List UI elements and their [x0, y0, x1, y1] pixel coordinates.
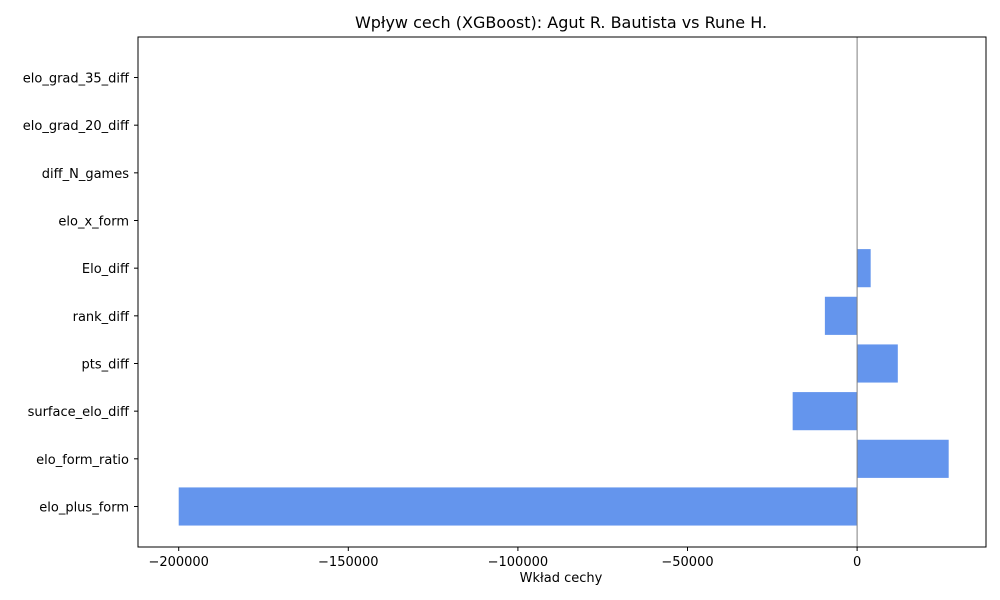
x-tick-label: −50000 [661, 555, 713, 570]
x-axis-ticks: −200000 −150000 −100000 −50000 0 [148, 547, 861, 570]
x-tick-label: −100000 [488, 555, 549, 570]
chart-title: Wpływ cech (XGBoost): Agut R. Bautista v… [355, 13, 767, 32]
y-tick-label: rank_diff [73, 310, 130, 325]
bar-surface-elo-diff [792, 392, 858, 431]
bar-elo-diff [857, 249, 871, 288]
bar-elo-form-ratio [857, 439, 949, 478]
y-tick-label: elo_grad_20_diff [23, 119, 130, 134]
bars-layer [178, 249, 949, 526]
y-tick-label: diff_N_games [42, 167, 129, 182]
y-tick-label: elo_plus_form [39, 500, 129, 515]
y-tick-label: elo_x_form [58, 215, 129, 230]
y-tick-label: elo_form_ratio [36, 453, 129, 468]
x-tick-label: −150000 [318, 555, 379, 570]
y-tick-label: pts_diff [82, 357, 130, 372]
x-tick-label: −200000 [148, 555, 209, 570]
plot-frame [137, 36, 987, 548]
y-tick-label: elo_grad_35_diff [23, 72, 130, 87]
bar-pts-diff [857, 344, 898, 383]
y-tick-label: Elo_diff [82, 262, 130, 277]
y-axis-ticks: elo_plus_form elo_form_ratio surface_elo_d… [23, 72, 138, 515]
bar-elo-plus-form [178, 487, 858, 526]
y-tick-label: surface_elo_diff [28, 405, 130, 420]
bar-rank-diff [824, 296, 858, 335]
x-axis-label: Wkład cechy [520, 571, 603, 586]
x-tick-label: 0 [853, 555, 861, 570]
